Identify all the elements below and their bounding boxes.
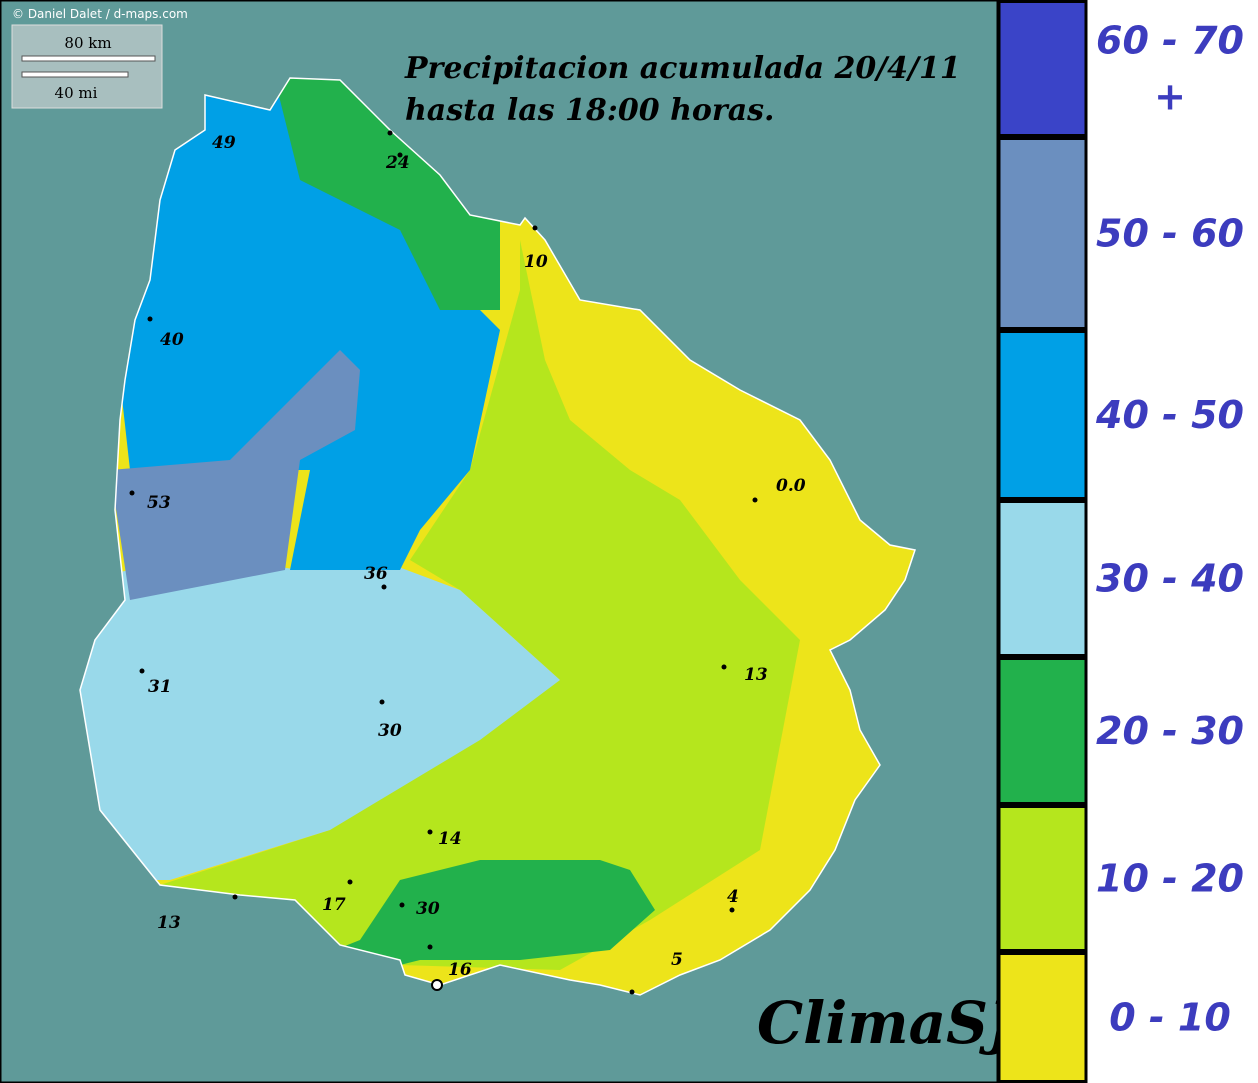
- station-dot: [427, 829, 433, 835]
- legend-label: 0 - 10: [1109, 996, 1231, 1040]
- station-dot: [729, 907, 735, 913]
- station-dot: [399, 902, 405, 908]
- legend: 60 - 70 + 50 - 60 40 - 50 30 - 40 20 - 30 10 -…: [997, 0, 1244, 1083]
- station-dot: [427, 944, 433, 950]
- credit: © Daniel Dalet / d-maps.com: [12, 7, 188, 21]
- station-dot: [381, 584, 387, 590]
- scale-bar: [21, 55, 156, 62]
- station-value: 24: [385, 153, 410, 173]
- legend-label: 50 - 60: [1096, 212, 1244, 256]
- station-dot: [347, 879, 353, 885]
- legend-swatch: [997, 805, 1088, 952]
- scale-bar: [21, 71, 129, 78]
- station-dot: [139, 668, 145, 674]
- stations: 49 24 10 40 0.0 53 36 31 30 13 14 17 30 16 4 5 13: [129, 130, 806, 995]
- station-dot: [721, 664, 727, 670]
- station-value: 0.0: [776, 476, 806, 496]
- station-value: 30: [416, 899, 440, 919]
- scale-km: 80 km: [64, 34, 111, 52]
- legend-label: 40 - 50: [1095, 393, 1244, 437]
- legend-swatch: [997, 330, 1088, 500]
- station-value: 10: [524, 252, 548, 272]
- station-value: 4: [727, 887, 739, 907]
- station-value: 40: [160, 330, 184, 350]
- legend-label: 60 - 70 +: [1096, 19, 1244, 119]
- station-dot: [387, 130, 393, 136]
- station-dot: [147, 316, 153, 322]
- scale-box: [11, 24, 163, 109]
- station-value: 31: [148, 677, 172, 697]
- station-value: 53: [147, 493, 171, 513]
- legend-swatch: [997, 952, 1088, 1083]
- station-value: 13: [744, 665, 768, 685]
- station-value: 14: [438, 829, 462, 849]
- station-value: 17: [322, 895, 346, 915]
- legend-swatch: [997, 137, 1088, 330]
- station-value: 13: [157, 913, 181, 933]
- station-dot: [752, 497, 758, 503]
- legend-swatch: [997, 0, 1088, 137]
- station-dot: [397, 152, 403, 158]
- legend-swatch: [997, 500, 1088, 657]
- station-dot: [129, 490, 135, 496]
- station-dot: [232, 894, 238, 900]
- station-value: 36: [364, 564, 388, 584]
- station-value: 49: [212, 133, 236, 153]
- capital: [431, 979, 443, 991]
- station-dot: [532, 225, 538, 231]
- title: hasta las 18:00 horas.: [405, 93, 774, 128]
- station-value: 5: [671, 950, 683, 970]
- station-dot: [379, 699, 385, 705]
- brand: ClimaSJ: [757, 989, 1019, 1057]
- station-value: 30: [378, 721, 402, 741]
- title: Precipitacion acumulada 20/4/11: [404, 51, 961, 86]
- legend-swatch: [997, 657, 1088, 805]
- legend-label: 30 - 40: [1096, 557, 1244, 601]
- legend-label: 10 - 20: [1096, 857, 1244, 901]
- legend-label: 20 - 30: [1096, 709, 1244, 753]
- scale-mi: 40 mi: [55, 84, 98, 102]
- station-dot: [629, 989, 635, 995]
- station-value: 16: [448, 960, 472, 980]
